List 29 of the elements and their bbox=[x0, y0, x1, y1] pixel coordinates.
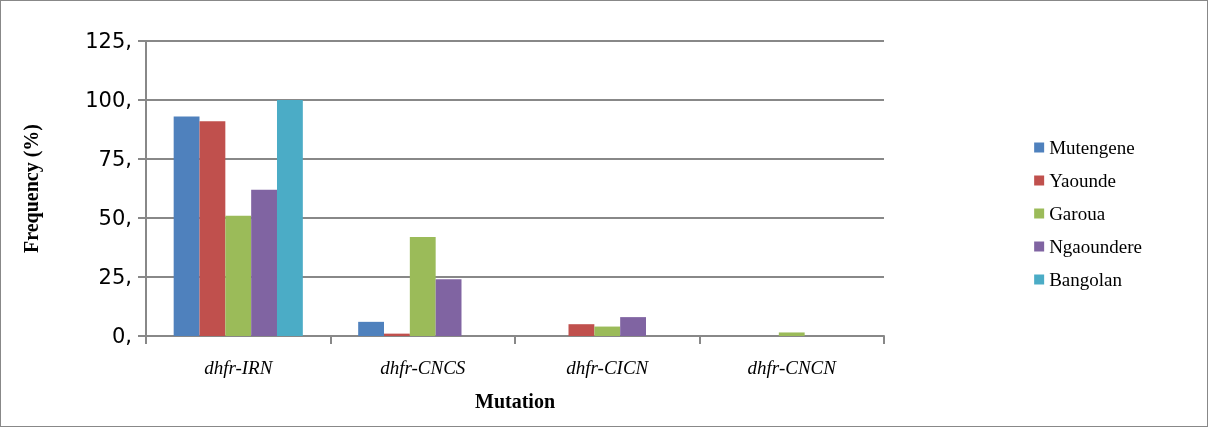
legend-label: Ngaoundere bbox=[1049, 236, 1143, 257]
legend-label: Mutengene bbox=[1049, 137, 1135, 158]
y-tick-label: 25, bbox=[98, 265, 132, 289]
y-axis-title: Frequency (%) bbox=[20, 123, 43, 254]
x-tick-label: dhfr-CNCS bbox=[380, 357, 466, 378]
bar bbox=[225, 215, 252, 336]
y-tick-label: 100, bbox=[85, 88, 132, 112]
bar bbox=[435, 279, 462, 336]
bar bbox=[277, 100, 303, 336]
bar bbox=[199, 121, 226, 336]
bar bbox=[620, 317, 646, 336]
y-tick-label: 50, bbox=[98, 206, 132, 230]
legend-label: Bangolan bbox=[1049, 269, 1123, 290]
bar bbox=[409, 236, 436, 336]
legend-label: Garoua bbox=[1049, 203, 1106, 224]
bar bbox=[251, 189, 277, 336]
legend-label: Yaounde bbox=[1049, 170, 1116, 191]
y-tick-label: 75, bbox=[98, 147, 132, 171]
bar bbox=[594, 326, 621, 336]
y-tick-label: 125, bbox=[85, 29, 132, 53]
bar bbox=[568, 324, 595, 336]
bar bbox=[358, 321, 385, 336]
x-tick-label: dhfr-IRN bbox=[204, 357, 274, 378]
bar bbox=[778, 332, 805, 336]
x-tick-label: dhfr-CICN bbox=[566, 357, 650, 378]
x-tick-label: dhfr-CNCN bbox=[747, 357, 838, 378]
x-axis-title: Mutation bbox=[475, 390, 555, 412]
bar bbox=[173, 116, 200, 336]
y-tick-label: 0, bbox=[111, 324, 132, 348]
